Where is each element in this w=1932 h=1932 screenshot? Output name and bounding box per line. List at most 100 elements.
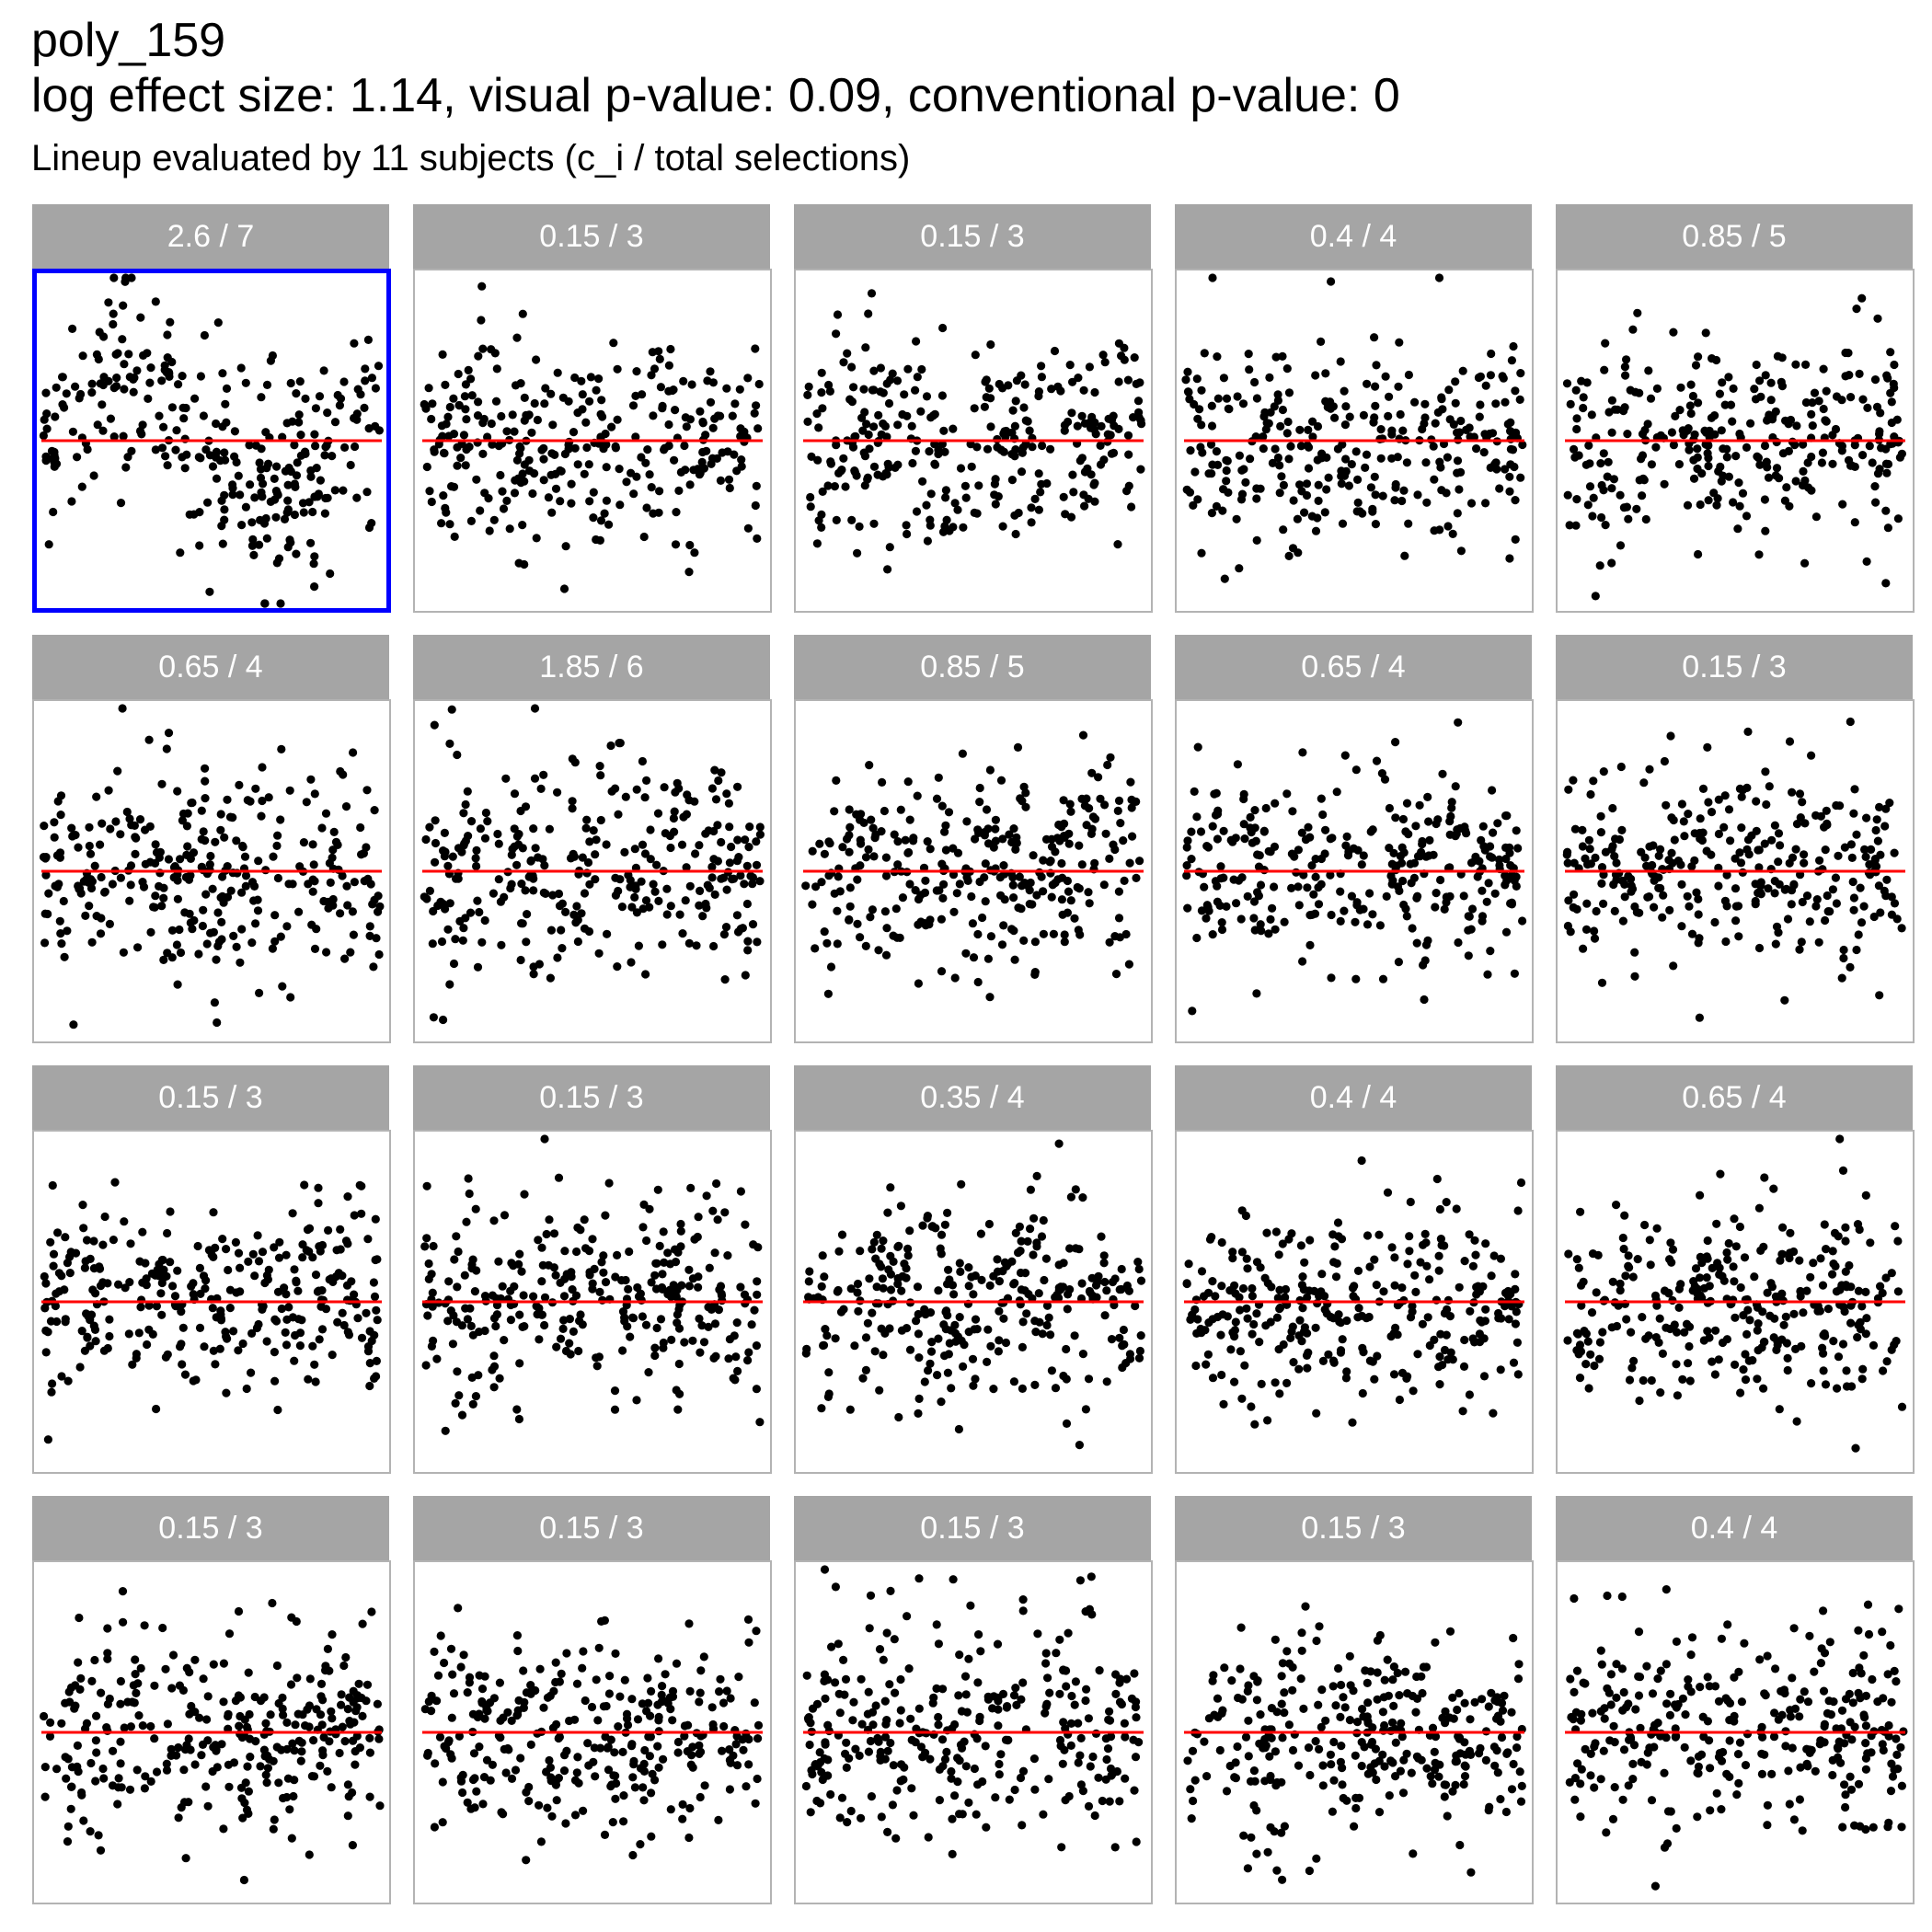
scatter-point: [1879, 1366, 1888, 1375]
scatter-point: [869, 852, 879, 861]
scatter-point: [57, 939, 66, 949]
scatter-point: [430, 720, 439, 730]
scatter-point: [218, 872, 227, 881]
scatter-point: [685, 1803, 695, 1813]
scatter-point: [646, 855, 655, 864]
scatter-point: [185, 1668, 194, 1677]
scatter-point: [1598, 1328, 1607, 1337]
scatter-point: [1587, 1308, 1597, 1317]
scatter-point: [1501, 871, 1510, 880]
scatter-point: [1886, 388, 1895, 397]
scatter-point: [1403, 1259, 1412, 1269]
scatter-point: [863, 473, 872, 482]
scatter-point: [1329, 1258, 1339, 1267]
scatter-point: [1069, 488, 1078, 497]
scatter-point: [555, 902, 565, 911]
scatter-point: [1256, 880, 1266, 890]
scatter-point: [461, 799, 470, 810]
scatter-point: [903, 848, 913, 857]
scatter-point: [1882, 468, 1892, 477]
scatter-point: [1286, 1333, 1295, 1342]
scatter-point: [652, 1323, 661, 1333]
scatter-point: [1398, 876, 1408, 886]
scatter-point: [1776, 841, 1785, 850]
scatter-point: [178, 372, 187, 381]
scatter-point: [1113, 806, 1122, 815]
scatter-point: [1579, 403, 1588, 413]
scatter-point: [949, 907, 959, 916]
scatter-point: [606, 741, 615, 751]
scatter-point: [114, 1280, 123, 1289]
scatter-point: [443, 925, 453, 934]
scatter-point: [1850, 785, 1859, 794]
scatter-point: [132, 1688, 141, 1697]
scatter-point: [696, 886, 705, 895]
panel-scatter: [1563, 1134, 1907, 1453]
scatter-point: [190, 394, 200, 403]
scatter-point: [1785, 737, 1795, 746]
scatter-point: [1860, 845, 1869, 854]
scatter-point: [108, 880, 117, 889]
scatter-point: [277, 1304, 286, 1314]
scatter-point: [310, 430, 319, 439]
scatter-point: [736, 1187, 745, 1196]
scatter-point: [1671, 411, 1680, 420]
panel-scatter: [420, 704, 765, 1025]
scatter-point: [63, 1822, 73, 1831]
scatter-point: [1460, 822, 1469, 832]
scatter-point: [1505, 472, 1514, 481]
scatter-point: [85, 822, 94, 832]
scatter-point: [900, 390, 909, 399]
scatter-point: [242, 1384, 251, 1394]
scatter-point: [74, 1767, 83, 1777]
scatter-point: [1608, 803, 1617, 813]
scatter-point: [1783, 1365, 1792, 1375]
scatter-point: [517, 919, 526, 928]
scatter-point: [1705, 1333, 1714, 1342]
scatter-point: [120, 360, 129, 369]
scatter-point: [1722, 1248, 1731, 1258]
scatter-point: [1729, 1262, 1738, 1271]
scatter-point: [960, 481, 970, 490]
scatter-point: [1192, 1328, 1202, 1338]
scatter-point: [983, 1357, 992, 1366]
scatter-point: [441, 1426, 450, 1435]
scatter-point: [261, 1719, 270, 1728]
scatter-point: [1037, 373, 1046, 382]
scatter-point: [1726, 836, 1735, 845]
scatter-point: [515, 442, 524, 451]
scatter-point: [510, 489, 520, 498]
scatter-point: [1036, 488, 1045, 497]
scatter-point: [1437, 395, 1446, 404]
scatter-point: [580, 924, 590, 933]
scatter-point: [869, 422, 879, 431]
scatter-point: [680, 1338, 689, 1347]
scatter-point: [1736, 1388, 1745, 1397]
scatter-point: [1740, 1253, 1750, 1262]
scatter-point: [1183, 903, 1192, 913]
scatter-point: [1241, 1211, 1250, 1221]
scatter-point: [551, 1658, 560, 1667]
scatter-point: [239, 1875, 248, 1885]
scatter-point: [731, 1352, 741, 1362]
scatter-point: [1658, 913, 1667, 922]
scatter-point: [238, 1339, 247, 1349]
scatter-point: [856, 1247, 865, 1256]
scatter-point: [1734, 478, 1743, 488]
scatter-point: [85, 902, 94, 911]
scatter-point: [1566, 927, 1575, 937]
scatter-point: [561, 1819, 570, 1828]
scatter-point: [983, 824, 993, 834]
scatter-point: [431, 816, 440, 825]
scatter-point: [1294, 901, 1304, 910]
scatter-point: [1011, 845, 1020, 854]
scatter-point: [261, 1770, 270, 1779]
scatter-point: [1693, 464, 1702, 474]
scatter-point: [89, 1321, 98, 1330]
scatter-point: [316, 1247, 325, 1256]
scatter-point: [1298, 957, 1307, 966]
scatter-point: [232, 836, 241, 845]
scatter-point: [363, 874, 373, 883]
scatter-point: [144, 1301, 154, 1310]
scatter-point: [162, 1271, 171, 1281]
